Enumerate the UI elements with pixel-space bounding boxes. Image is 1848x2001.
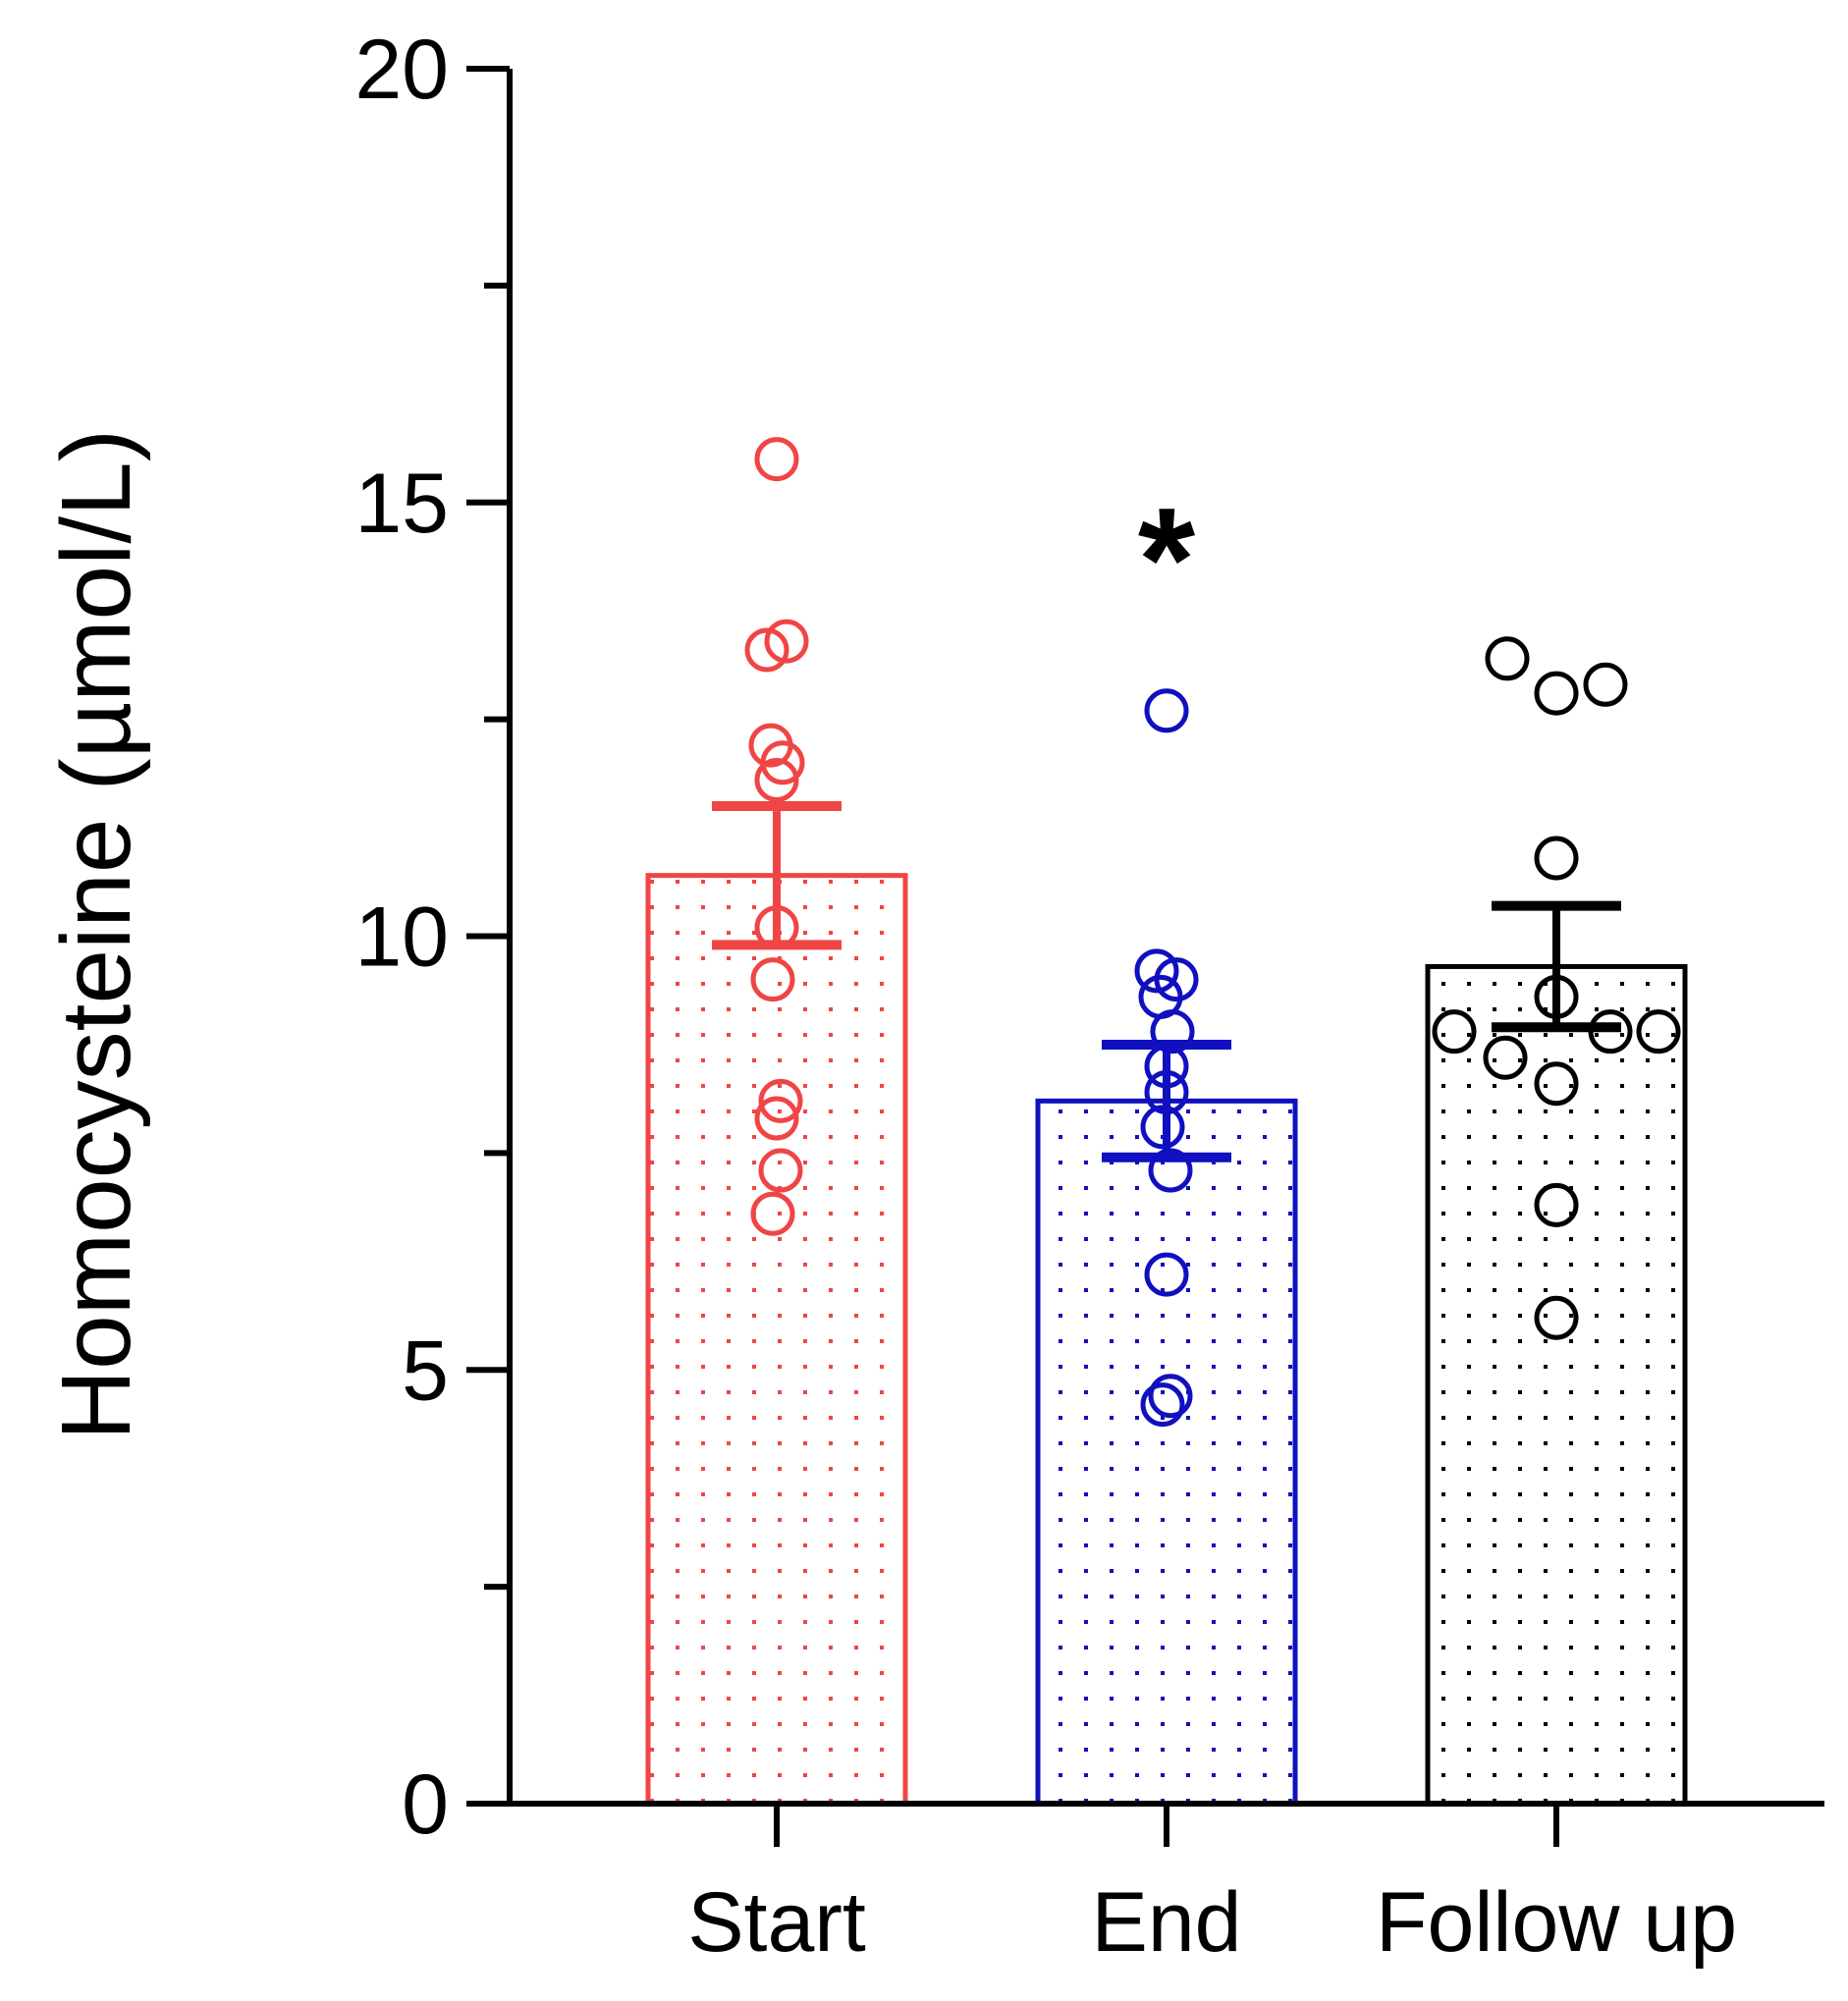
data-point-follow-up xyxy=(1534,1061,1579,1107)
x-tick-label-follow-up: Follow up xyxy=(1376,1875,1737,1970)
data-point-follow-up xyxy=(1534,836,1579,881)
bar-follow-up xyxy=(1425,963,1688,1807)
data-point-start xyxy=(764,619,809,664)
data-point-follow-up xyxy=(1483,1035,1528,1080)
bar-start xyxy=(645,873,908,1807)
x-tick-label-start: Start xyxy=(687,1875,866,1970)
y-tick-label-20: 20 xyxy=(354,23,449,117)
data-point-follow-up xyxy=(1485,636,1530,681)
error-bar-follow-up xyxy=(1492,900,1621,1033)
data-point-end xyxy=(1144,688,1189,733)
significance-star: * xyxy=(1138,477,1196,642)
data-point-follow-up xyxy=(1636,1009,1681,1055)
data-point-start xyxy=(750,1191,795,1236)
data-point-start xyxy=(758,1078,803,1123)
data-point-start xyxy=(754,757,799,802)
data-point-end xyxy=(1144,1252,1189,1297)
x-tick-label-end: End xyxy=(1091,1875,1241,1970)
annotations-layer: * xyxy=(1138,477,1196,642)
data-point-start xyxy=(754,1096,799,1141)
y-tick-label-10: 10 xyxy=(354,891,449,985)
y-tick-label-5: 5 xyxy=(402,1324,449,1418)
data-point-start xyxy=(758,1148,803,1193)
data-point-end xyxy=(1134,948,1179,994)
data-point-follow-up xyxy=(1534,1182,1579,1227)
x-ticks: Start End Follow up xyxy=(687,1804,1737,1970)
data-point-start xyxy=(750,957,795,1002)
data-point-follow-up xyxy=(1534,671,1579,716)
data-point-end xyxy=(1144,1044,1189,1089)
y-ticks: 0 5 10 15 20 xyxy=(354,23,510,1852)
y-tick-label-0: 0 xyxy=(402,1758,449,1852)
data-point-end xyxy=(1140,1105,1185,1150)
data-point-follow-up xyxy=(1432,1009,1477,1055)
bar-end xyxy=(1035,1098,1298,1807)
data-point-start xyxy=(744,627,789,673)
data-point-follow-up xyxy=(1534,974,1579,1019)
data-point-end xyxy=(1148,1374,1193,1419)
y-tick-label-15: 15 xyxy=(354,457,449,551)
data-point-follow-up xyxy=(1583,662,1628,707)
data-point-start xyxy=(760,740,805,785)
data-point-end xyxy=(1148,1148,1193,1193)
data-point-start xyxy=(754,437,799,482)
data-point-end xyxy=(1140,1382,1185,1428)
data-points-layer xyxy=(744,437,1681,1428)
data-point-follow-up xyxy=(1588,1009,1633,1055)
y-axis-title: Homocysteine (µmol/L) xyxy=(41,429,151,1440)
data-point-end xyxy=(1144,1070,1189,1115)
data-point-start xyxy=(754,905,799,950)
data-point-end xyxy=(1150,1009,1195,1055)
data-point-follow-up xyxy=(1534,1295,1579,1340)
